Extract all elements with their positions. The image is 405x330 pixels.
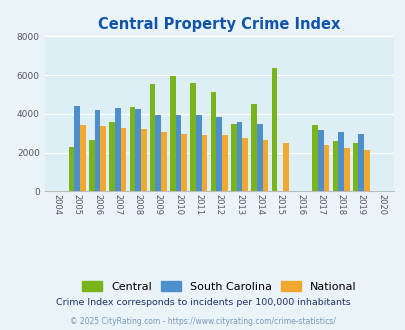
Bar xyxy=(222,135,227,191)
Bar xyxy=(175,115,181,191)
Bar xyxy=(181,134,187,191)
Bar xyxy=(94,110,100,191)
Bar xyxy=(141,129,146,191)
Bar xyxy=(135,109,141,191)
Bar xyxy=(236,122,242,191)
Bar xyxy=(89,140,94,191)
Bar xyxy=(337,132,343,191)
Bar xyxy=(230,124,236,191)
Bar xyxy=(242,138,247,191)
Bar xyxy=(196,115,201,191)
Bar xyxy=(256,124,262,191)
Bar xyxy=(170,76,175,191)
Title: Central Property Crime Index: Central Property Crime Index xyxy=(98,17,339,32)
Bar xyxy=(271,68,277,191)
Bar xyxy=(80,124,85,191)
Bar xyxy=(190,83,196,191)
Bar xyxy=(161,132,166,191)
Legend: Central, South Carolina, National: Central, South Carolina, National xyxy=(79,278,358,295)
Bar xyxy=(155,115,161,191)
Bar xyxy=(74,106,80,191)
Bar xyxy=(210,91,216,191)
Bar xyxy=(358,134,363,191)
Bar xyxy=(311,124,317,191)
Bar xyxy=(323,146,328,191)
Bar xyxy=(251,104,256,191)
Bar xyxy=(282,143,288,191)
Bar xyxy=(109,122,115,191)
Bar xyxy=(363,150,369,191)
Bar xyxy=(120,128,126,191)
Text: © 2025 CityRating.com - https://www.cityrating.com/crime-statistics/: © 2025 CityRating.com - https://www.city… xyxy=(70,317,335,326)
Bar xyxy=(352,143,358,191)
Bar xyxy=(115,108,120,191)
Bar xyxy=(332,141,337,191)
Bar xyxy=(68,147,74,191)
Bar xyxy=(129,107,135,191)
Bar xyxy=(343,148,349,191)
Bar xyxy=(149,84,155,191)
Bar xyxy=(201,135,207,191)
Bar xyxy=(216,117,222,191)
Bar xyxy=(100,126,106,191)
Text: Crime Index corresponds to incidents per 100,000 inhabitants: Crime Index corresponds to incidents per… xyxy=(55,298,350,307)
Bar xyxy=(317,130,323,191)
Bar xyxy=(262,140,268,191)
